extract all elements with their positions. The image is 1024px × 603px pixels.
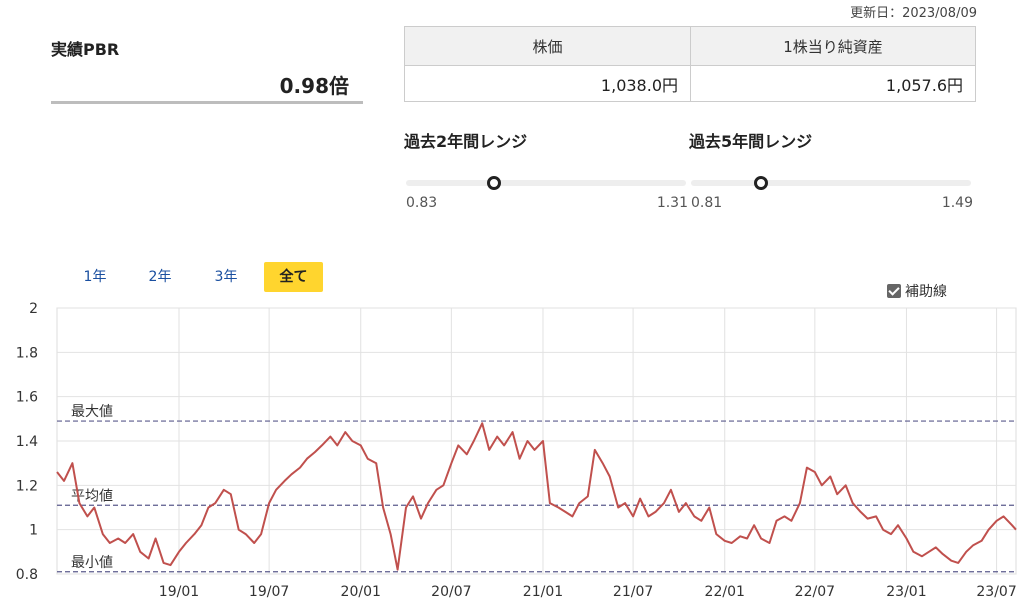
bps-header: 1株当り純資産 bbox=[690, 26, 976, 66]
reference-line-label: 平均値 bbox=[71, 488, 113, 504]
range-marker bbox=[754, 176, 768, 190]
updated-date: 更新日：2023/08/09 bbox=[850, 6, 977, 21]
pbr-series-line bbox=[56, 422, 1017, 571]
y-tick-label: 1.2 bbox=[16, 478, 38, 494]
x-tick-label: 21/07 bbox=[613, 584, 653, 600]
range-track bbox=[691, 180, 971, 186]
series-group bbox=[56, 422, 1017, 571]
tab-3year[interactable]: 3年 bbox=[214, 269, 238, 285]
range-max: 1.31 bbox=[656, 195, 688, 211]
range-marker bbox=[486, 176, 501, 190]
checkbox-icon[interactable] bbox=[887, 284, 901, 298]
y-tick-label: 1.4 bbox=[16, 434, 38, 450]
aux-line-toggle[interactable]: 補助線 bbox=[887, 281, 947, 301]
chart-axes: 2 1.8 1.6 1.4 1.2 1 0.8 19/01 19/07 20/01 20/07 21/… bbox=[16, 301, 1017, 600]
x-tick-label: 21/01 bbox=[523, 584, 563, 600]
aux-line-label: 補助線 bbox=[905, 284, 947, 300]
y-tick-label: 1 bbox=[29, 523, 38, 539]
range-title: 過去5年間レンジ bbox=[689, 132, 813, 151]
range-5year: 過去5年間レンジ 0.81 1.49 bbox=[689, 128, 973, 218]
pbr-value: 0.98倍 bbox=[279, 74, 349, 98]
x-tick-label: 19/07 bbox=[249, 584, 289, 600]
x-tick-label: 22/07 bbox=[795, 584, 835, 600]
x-tick-label: 22/01 bbox=[705, 584, 745, 600]
y-tick-label: 1.6 bbox=[16, 390, 38, 406]
range-title: 過去2年間レンジ bbox=[404, 132, 528, 151]
range-max: 1.49 bbox=[941, 195, 973, 211]
stock-price-header: 株価 bbox=[404, 26, 691, 66]
price-table: 株価 1株当り純資産 1,038.0円 1,057.6円 bbox=[404, 26, 976, 102]
y-tick-label: 0.8 bbox=[16, 567, 38, 583]
x-tick-label: 20/01 bbox=[341, 584, 381, 600]
y-tick-label: 1.8 bbox=[16, 345, 38, 361]
reference-line-label: 最小値 bbox=[71, 555, 113, 571]
range-min: 0.81 bbox=[691, 195, 723, 211]
range-track bbox=[406, 180, 686, 186]
range-2year: 過去2年間レンジ 0.83 1.31 bbox=[404, 128, 688, 218]
tab-all[interactable]: 全て bbox=[264, 262, 323, 292]
y-tick-label: 2 bbox=[29, 301, 38, 317]
bps-value: 1,057.6円 bbox=[690, 65, 976, 102]
x-tick-label: 23/01 bbox=[886, 584, 926, 600]
pbr-panel: 実績PBR 0.98倍 bbox=[51, 32, 363, 104]
range-min: 0.83 bbox=[406, 195, 438, 211]
x-tick-label: 23/07 bbox=[976, 584, 1016, 600]
x-tick-label: 20/07 bbox=[431, 584, 471, 600]
tab-1year[interactable]: 1年 bbox=[83, 269, 107, 285]
stock-price-value: 1,038.0円 bbox=[404, 65, 691, 102]
chart-grid bbox=[56, 307, 1017, 575]
reference-line-label: 最大値 bbox=[71, 404, 113, 420]
pbr-label: 実績PBR bbox=[51, 40, 120, 59]
tab-2year[interactable]: 2年 bbox=[148, 269, 172, 285]
x-tick-label: 19/01 bbox=[159, 584, 199, 600]
